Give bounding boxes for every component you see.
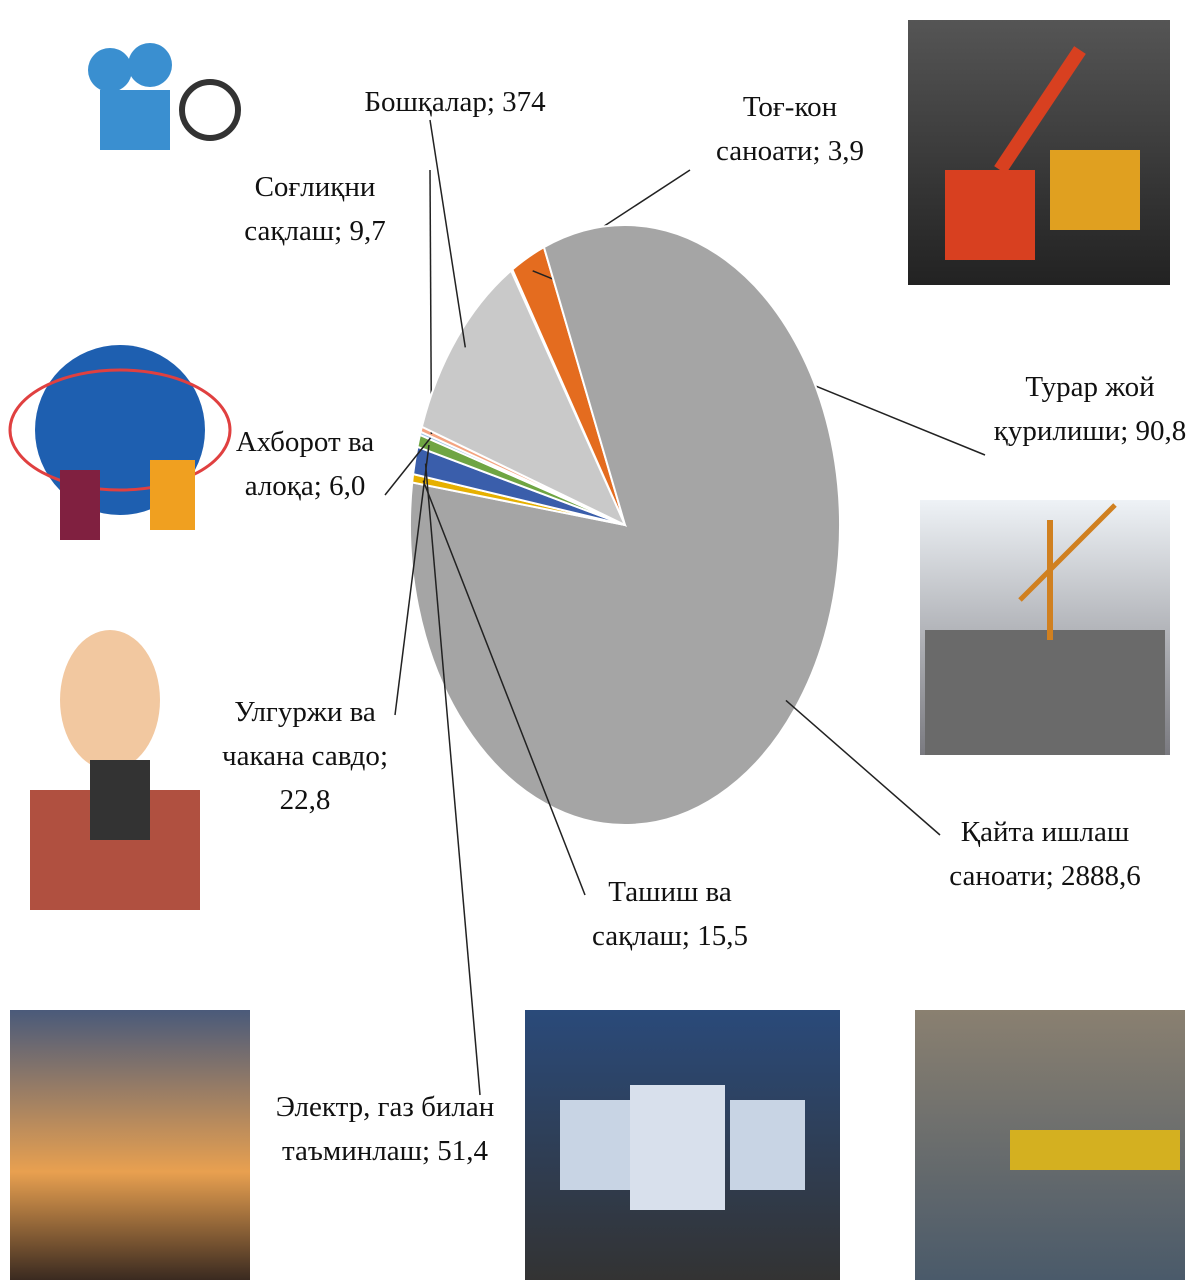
leader-line bbox=[429, 119, 467, 348]
slice-label: Электр, газ билан таъминлаш51,4 bbox=[265, 1085, 505, 1173]
value-label: 9,7 bbox=[349, 215, 386, 247]
slice-label: Соғлиқни сақлаш9,7 bbox=[215, 165, 415, 253]
value-label: 90,8 bbox=[1135, 415, 1187, 447]
value-label: 2888,6 bbox=[1061, 860, 1141, 892]
leader-line bbox=[429, 169, 433, 435]
value-label: 22,8 bbox=[279, 784, 331, 816]
leader-line bbox=[422, 480, 586, 896]
illustration bbox=[8, 20, 1185, 1280]
category-label: Бошқалар bbox=[364, 86, 502, 118]
slice-label: Улгуржи ва чакана савдо 22,8 bbox=[205, 690, 405, 822]
leader-line bbox=[384, 437, 432, 496]
slice-label: Қайта ишлаш саноати2888,6 bbox=[925, 810, 1165, 898]
pie-slice bbox=[420, 268, 628, 528]
slice-label: Турар жой қурилиши90,8 bbox=[970, 365, 1202, 453]
value-label: 3,9 bbox=[827, 135, 864, 167]
slice-label: Ахборот ва алоқа6,0 bbox=[210, 420, 400, 508]
value-label: 15,5 bbox=[697, 920, 748, 952]
leader-line bbox=[785, 699, 941, 836]
pie-slice bbox=[409, 224, 841, 826]
slice-label: Бошқалар374 bbox=[325, 80, 585, 124]
category-label: Улгуржи ва чакана савдо bbox=[222, 696, 388, 772]
value-label: 6,0 bbox=[329, 470, 366, 502]
category-label: Турар жой қурилиши bbox=[994, 371, 1155, 447]
slice-label: Тоғ-кон саноати3,9 bbox=[690, 85, 890, 173]
value-label: 374 bbox=[502, 86, 546, 118]
leader-line bbox=[424, 463, 481, 1096]
slice-label: Ташиш ва сақлаш15,5 bbox=[570, 870, 770, 958]
category-label: Тоғ-кон саноати bbox=[716, 91, 837, 167]
value-label: 51,4 bbox=[437, 1135, 489, 1167]
leader-line bbox=[394, 444, 430, 716]
